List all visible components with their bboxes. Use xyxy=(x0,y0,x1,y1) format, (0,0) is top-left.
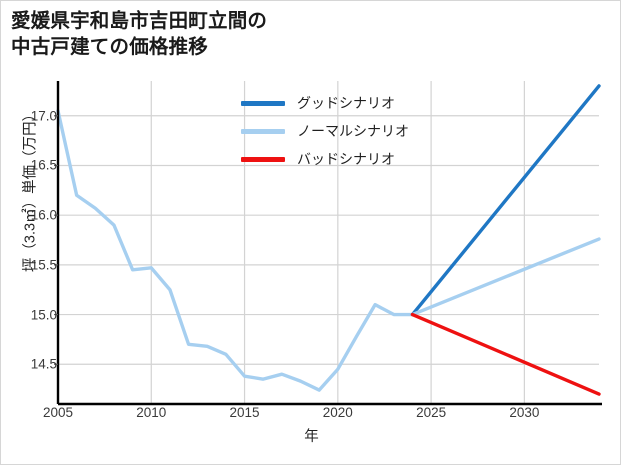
x-tick-label: 2030 xyxy=(509,405,540,420)
legend-item-label: グッドシナリオ xyxy=(297,95,395,111)
legend-item[interactable]: バッドシナリオ xyxy=(241,145,491,173)
x-tick-label: 2020 xyxy=(322,405,353,420)
y-tick-label: 15.0 xyxy=(30,307,57,323)
y-tick-label: 16.5 xyxy=(30,157,57,173)
y-axis-tick-labels: 14.5 15.0 15.5 16.0 16.5 17.0 xyxy=(1,1,57,464)
legend-swatch-icon xyxy=(241,156,285,162)
x-tick-label: 2005 xyxy=(42,405,74,420)
x-axis-label: 年 xyxy=(304,429,319,445)
legend-swatch-icon xyxy=(241,128,285,134)
y-tick-label: 16.0 xyxy=(30,207,57,223)
page-title: 愛媛県宇和島市吉田町立間の 中古戸建ての価格推移 xyxy=(11,10,268,58)
legend-item-label: ノーマルシナリオ xyxy=(297,123,409,139)
series-lines xyxy=(56,84,601,396)
legend-swatch-icon xyxy=(241,100,285,106)
x-tick-label: 2010 xyxy=(136,405,167,420)
axis-tick-marks xyxy=(54,115,58,365)
legend-item[interactable]: ノーマルシナリオ xyxy=(241,117,491,145)
legend-item-label: バッドシナリオ xyxy=(297,151,395,167)
y-tick-label: 17.0 xyxy=(30,108,57,124)
x-tick-label: 2025 xyxy=(416,405,447,420)
chart-legend: グッドシナリオ ノーマルシナリオ バッドシナリオ xyxy=(241,89,491,173)
axis-spines xyxy=(56,81,602,406)
x-tick-label: 2015 xyxy=(229,405,260,420)
legend-item[interactable]: グッドシナリオ xyxy=(241,89,491,117)
y-tick-label: 14.5 xyxy=(30,356,57,372)
y-axis-label: 坪（3.3㎡）単価（万円） xyxy=(22,106,39,273)
y-tick-label: 15.5 xyxy=(30,257,57,273)
